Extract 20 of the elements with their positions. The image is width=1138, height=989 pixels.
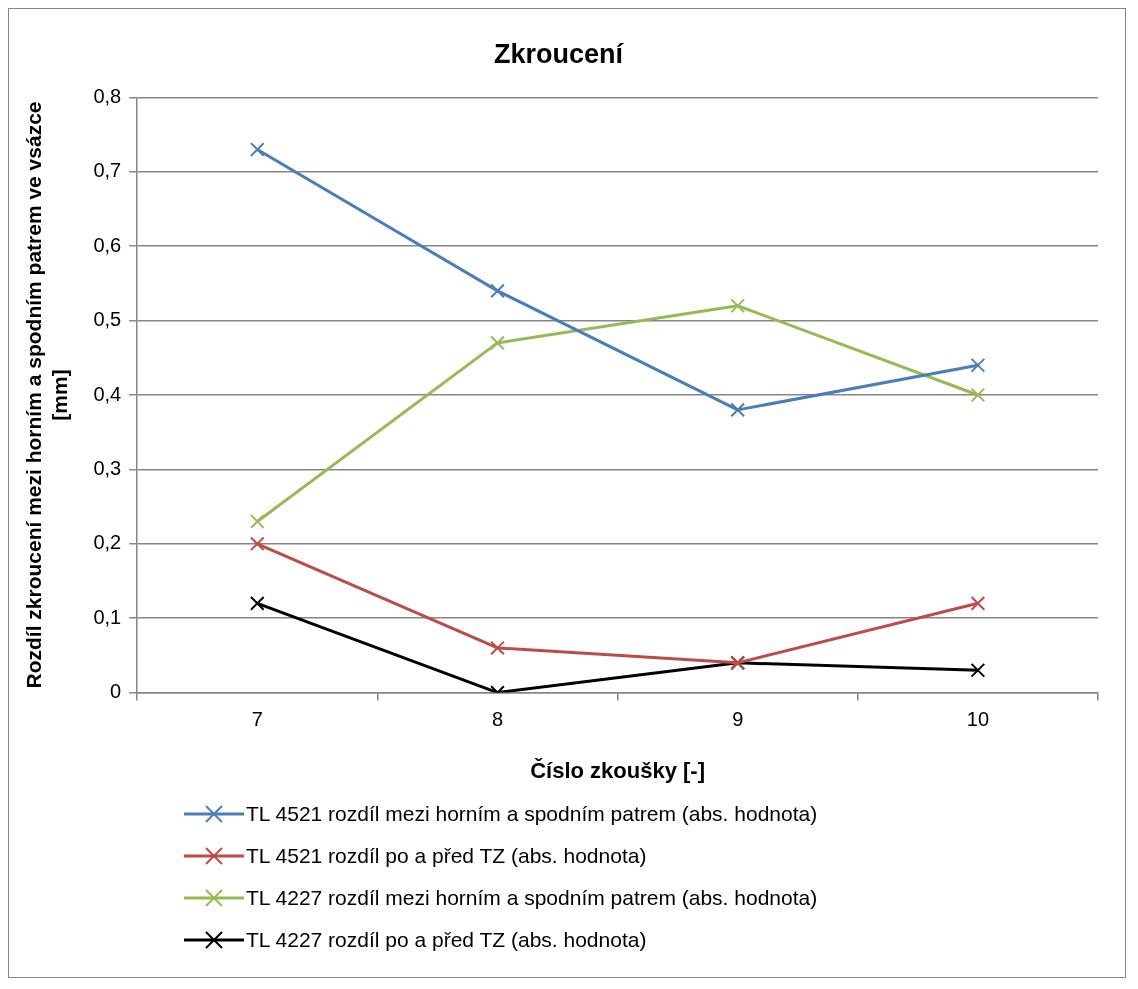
y-tick-label: 0 [110, 680, 122, 703]
y-tick-label: 0,6 [93, 233, 122, 256]
y-axis-title: Rozdíl zkroucení mezi horním a spodním patrem ve vsázce [mm] [22, 101, 71, 689]
chart-title: Zkroucení [493, 38, 625, 69]
y-tick-label: 0,8 [93, 84, 122, 107]
x-axis-title: Číslo zkoušky [-] [530, 757, 706, 783]
x-tick-label: 9 [732, 708, 744, 731]
x-tick-label: 8 [491, 708, 504, 731]
legend-label: TL 4521 rozdíl mezi horním a spodním patrem (abs. hodnota) [246, 802, 818, 826]
legend-label: TL 4521 rozdíl po a před TZ (abs. hodnota) [246, 844, 647, 868]
x-tick-label: 7 [251, 708, 263, 731]
y-tick-label: 0,1 [93, 605, 122, 628]
legend-label: TL 4227 rozdíl mezi horním a spodním patrem (abs. hodnota) [246, 886, 818, 910]
x-tick-label: 10 [966, 708, 990, 731]
y-tick-label: 0,4 [93, 382, 122, 405]
y-tick-label: 0,2 [93, 531, 122, 554]
y-tick-label: 0,3 [93, 456, 122, 479]
legend-label: TL 4227 rozdíl po a před TZ (abs. hodnota) [246, 928, 647, 952]
y-tick-label: 0,5 [93, 308, 122, 331]
y-tick-label: 0,7 [93, 159, 122, 182]
